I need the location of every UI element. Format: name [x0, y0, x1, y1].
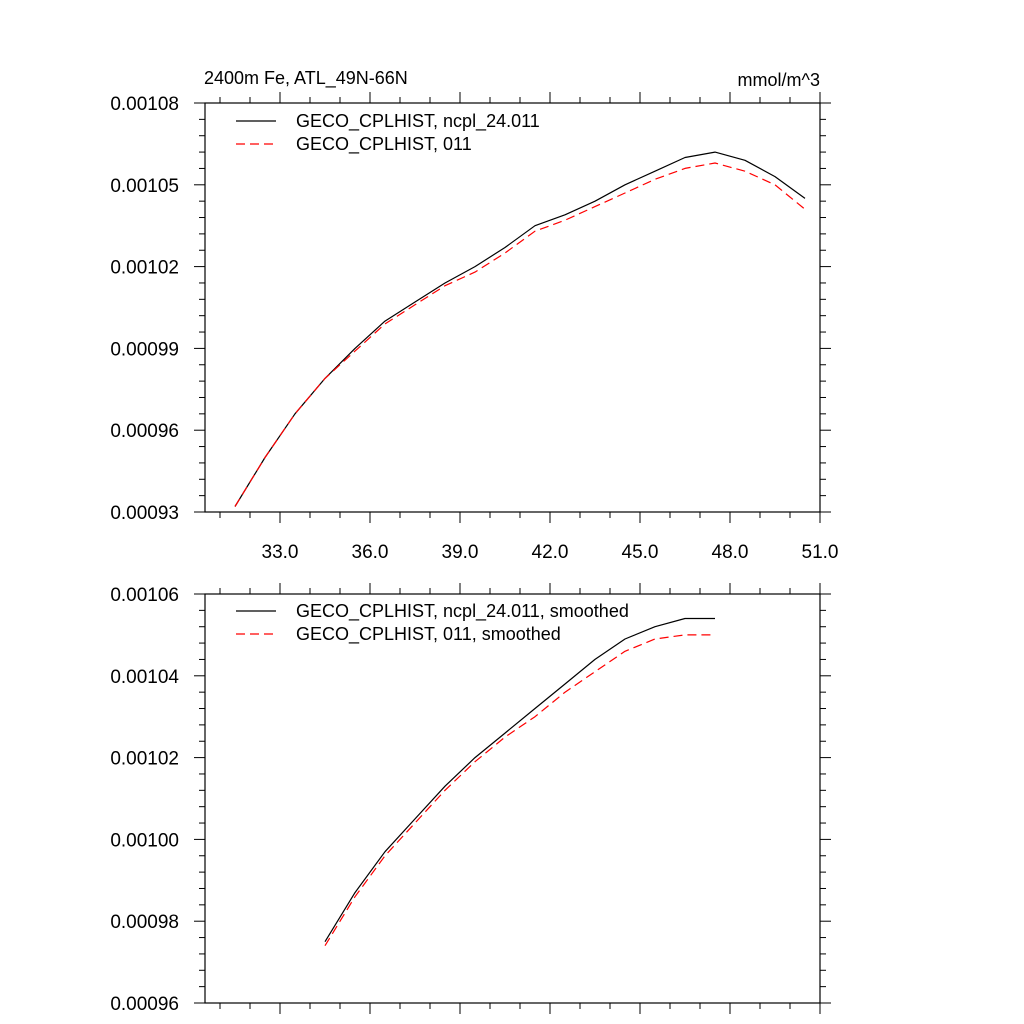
panel-1-x-tick-label: 33.0 — [262, 542, 299, 563]
panel-1-series-line-1 — [234, 151, 806, 507]
panel-1-series-line-2 — [234, 162, 806, 507]
panel-2-y-tick-label: 0.00098 — [110, 912, 179, 933]
panel-1-x-tick-label: 45.0 — [622, 542, 659, 563]
panel-2-y-tick-label: 0.00100 — [110, 830, 179, 851]
panel-1-x-tick-label: 42.0 — [532, 542, 569, 563]
panel-1-y-tick-label: 0.00108 — [110, 94, 179, 115]
panel-1-y-tick-label: 0.00099 — [110, 339, 179, 360]
panel-1-x-tick-label: 48.0 — [712, 542, 749, 563]
legend-label-series-1: GECO_CPLHIST, ncpl_24.011 — [296, 111, 540, 132]
panel-2-y-tick-label: 0.00104 — [110, 667, 179, 688]
panel-1-plot-frame — [204, 102, 821, 513]
panel-2-y-tick-label: 0.00096 — [110, 994, 179, 1015]
panel-2-series-line-2 — [324, 634, 715, 947]
legend-label-smoothed-series-2: GECO_CPLHIST, 011, smoothed — [296, 624, 561, 645]
legend-label-series-2: GECO_CPLHIST, 011 — [296, 134, 472, 155]
panel-1-x-tick-label: 39.0 — [442, 542, 479, 563]
panel-1-x-tick-label: 36.0 — [352, 542, 389, 563]
legend-label-smoothed-series-1: GECO_CPLHIST, ncpl_24.011, smoothed — [296, 601, 629, 622]
panel-2-series-line-1 — [324, 617, 715, 943]
panel-1-y-tick-label: 0.00093 — [110, 503, 179, 524]
chart-title: 2400m Fe, ATL_49N-66N — [204, 68, 408, 89]
panel-1-x-tick-label: 51.0 — [802, 542, 839, 563]
panel-1-y-tick-label: 0.00105 — [110, 176, 179, 197]
panel-2-y-tick-label: 0.00106 — [110, 585, 179, 606]
panel-1-y-tick-label: 0.00102 — [110, 258, 179, 279]
panel-1-y-tick-label: 0.00096 — [110, 421, 179, 442]
units-label: mmol/m^3 — [738, 70, 820, 90]
panel-2-y-tick-label: 0.00102 — [110, 749, 179, 770]
panel-2-plot-frame — [204, 593, 821, 1004]
